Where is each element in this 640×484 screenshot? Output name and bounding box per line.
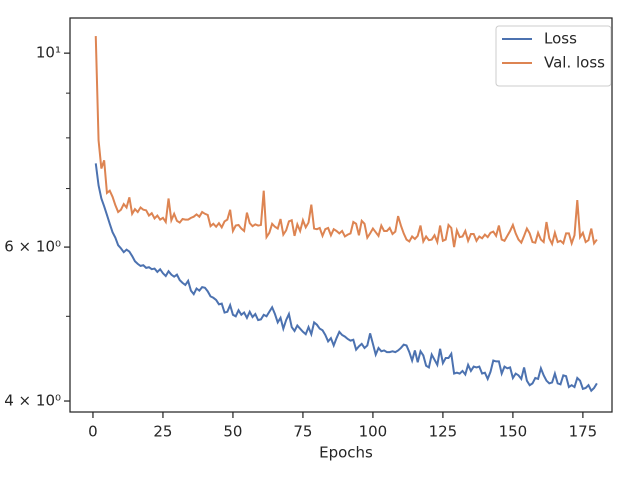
plot-frame [69,17,613,413]
x-tick-label: 175 [569,423,598,441]
x-tick-label: 125 [429,423,458,441]
x-tick-label: 0 [88,423,98,441]
y-tick-label: 4 × 10⁰ [4,392,61,410]
y-tick-label: 10¹ [36,44,61,62]
x-tick-label: 150 [499,423,528,441]
x-axis-label: Epochs [319,444,373,462]
x-tick-label: 25 [153,423,172,441]
x-tick-label: 100 [359,423,388,441]
line-series [94,36,598,248]
y-tick-label: 6 × 10⁰ [4,238,61,256]
legend-label: Val. loss [544,54,605,72]
legend-label: Loss [544,30,577,48]
legend-box [495,25,612,87]
line-series [94,163,598,393]
x-tick-label: 75 [293,423,312,441]
x-tick-label: 50 [223,423,242,441]
